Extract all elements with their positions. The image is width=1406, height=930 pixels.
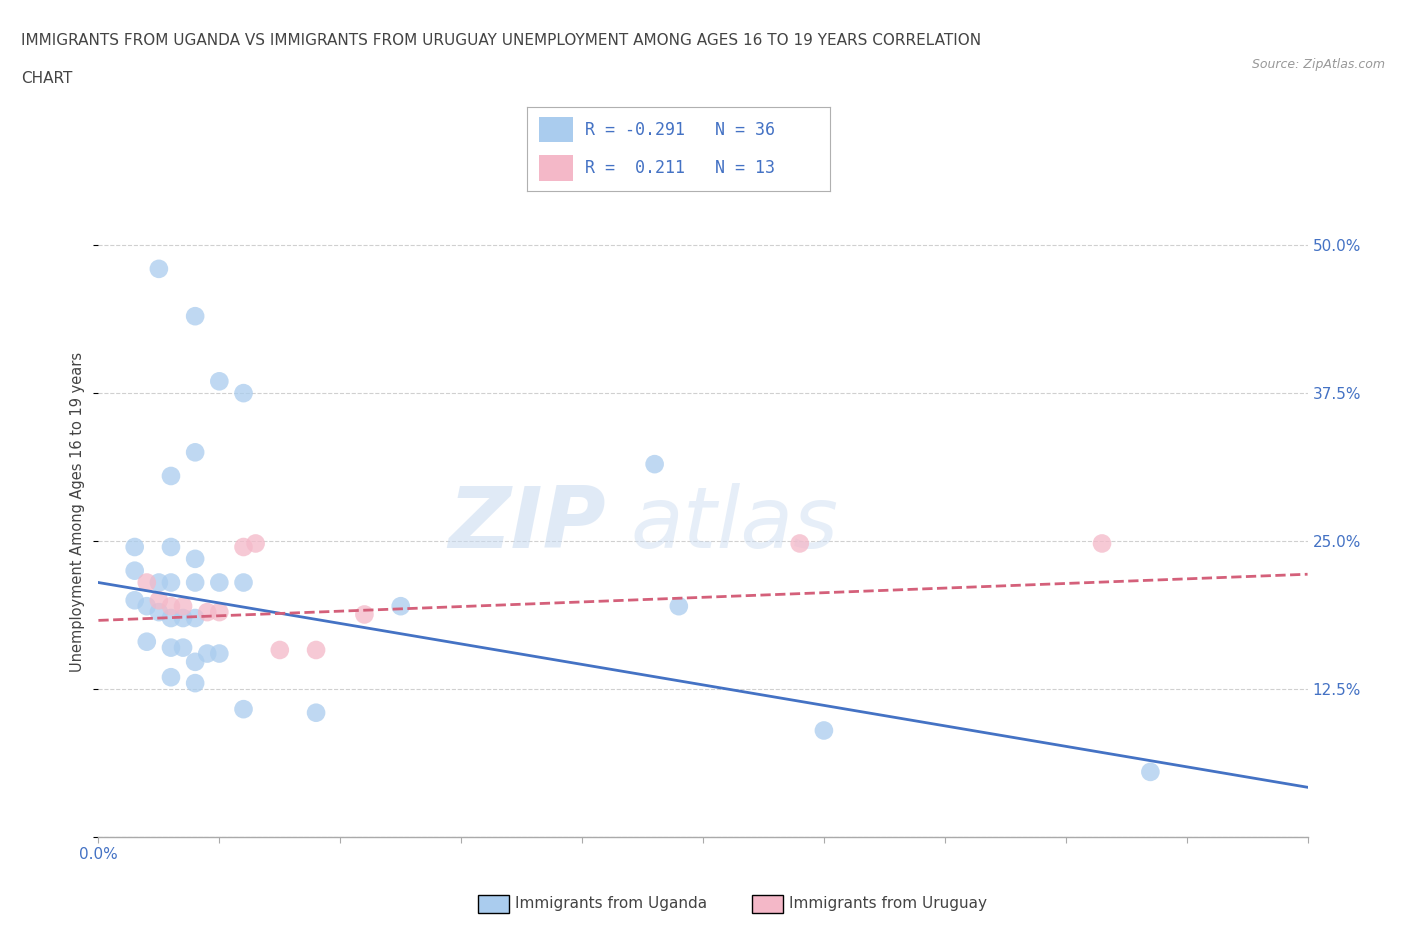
Point [668,599,690,614]
Point [172,640,194,655]
Text: Immigrants from Uruguay: Immigrants from Uruguay [789,897,987,911]
Point [1091,536,1114,551]
Point [160,640,183,655]
Point [184,575,207,590]
Point [208,646,231,661]
Point [160,469,183,484]
Point [195,646,218,661]
Point [124,539,146,554]
Point [148,604,170,619]
Point [160,670,183,684]
Point [1139,764,1161,779]
Point [135,634,157,649]
Point [208,575,231,590]
Point [305,705,328,720]
Point [232,539,254,554]
Point [184,551,207,566]
Point [172,611,194,626]
Text: Immigrants from Uganda: Immigrants from Uganda [515,897,707,911]
Point [148,592,170,607]
Point [184,309,207,324]
Text: R = -0.291   N = 36: R = -0.291 N = 36 [585,121,775,139]
Point [245,536,267,551]
Point [160,599,183,614]
Point [184,445,207,459]
Y-axis label: Unemployment Among Ages 16 to 19 years: Unemployment Among Ages 16 to 19 years [70,352,86,671]
Point [135,599,157,614]
Point [353,607,375,622]
Point [172,599,194,614]
Point [160,575,183,590]
Bar [540,117,572,142]
Point [232,575,254,590]
Point [208,374,231,389]
Point [124,564,146,578]
Point [148,575,170,590]
Text: R =  0.211   N = 13: R = 0.211 N = 13 [585,159,775,177]
Point [232,386,254,401]
Point [389,599,412,614]
Point [184,676,207,691]
Point [789,536,811,551]
Text: IMMIGRANTS FROM UGANDA VS IMMIGRANTS FROM URUGUAY UNEMPLOYMENT AMONG AGES 16 TO : IMMIGRANTS FROM UGANDA VS IMMIGRANTS FRO… [21,33,981,47]
Text: atlas: atlas [630,483,838,566]
Text: ZIP: ZIP [449,483,606,566]
Point [269,643,291,658]
Point [160,539,183,554]
Text: Source: ZipAtlas.com: Source: ZipAtlas.com [1251,58,1385,71]
Point [184,655,207,670]
Point [232,702,254,717]
Point [148,261,170,276]
Point [208,604,231,619]
Point [195,604,218,619]
Point [184,611,207,626]
Point [644,457,666,472]
Bar [540,155,572,180]
Point [135,575,157,590]
Text: CHART: CHART [21,71,73,86]
Point [305,643,328,658]
Point [124,592,146,607]
Point [160,611,183,626]
Point [813,723,835,737]
